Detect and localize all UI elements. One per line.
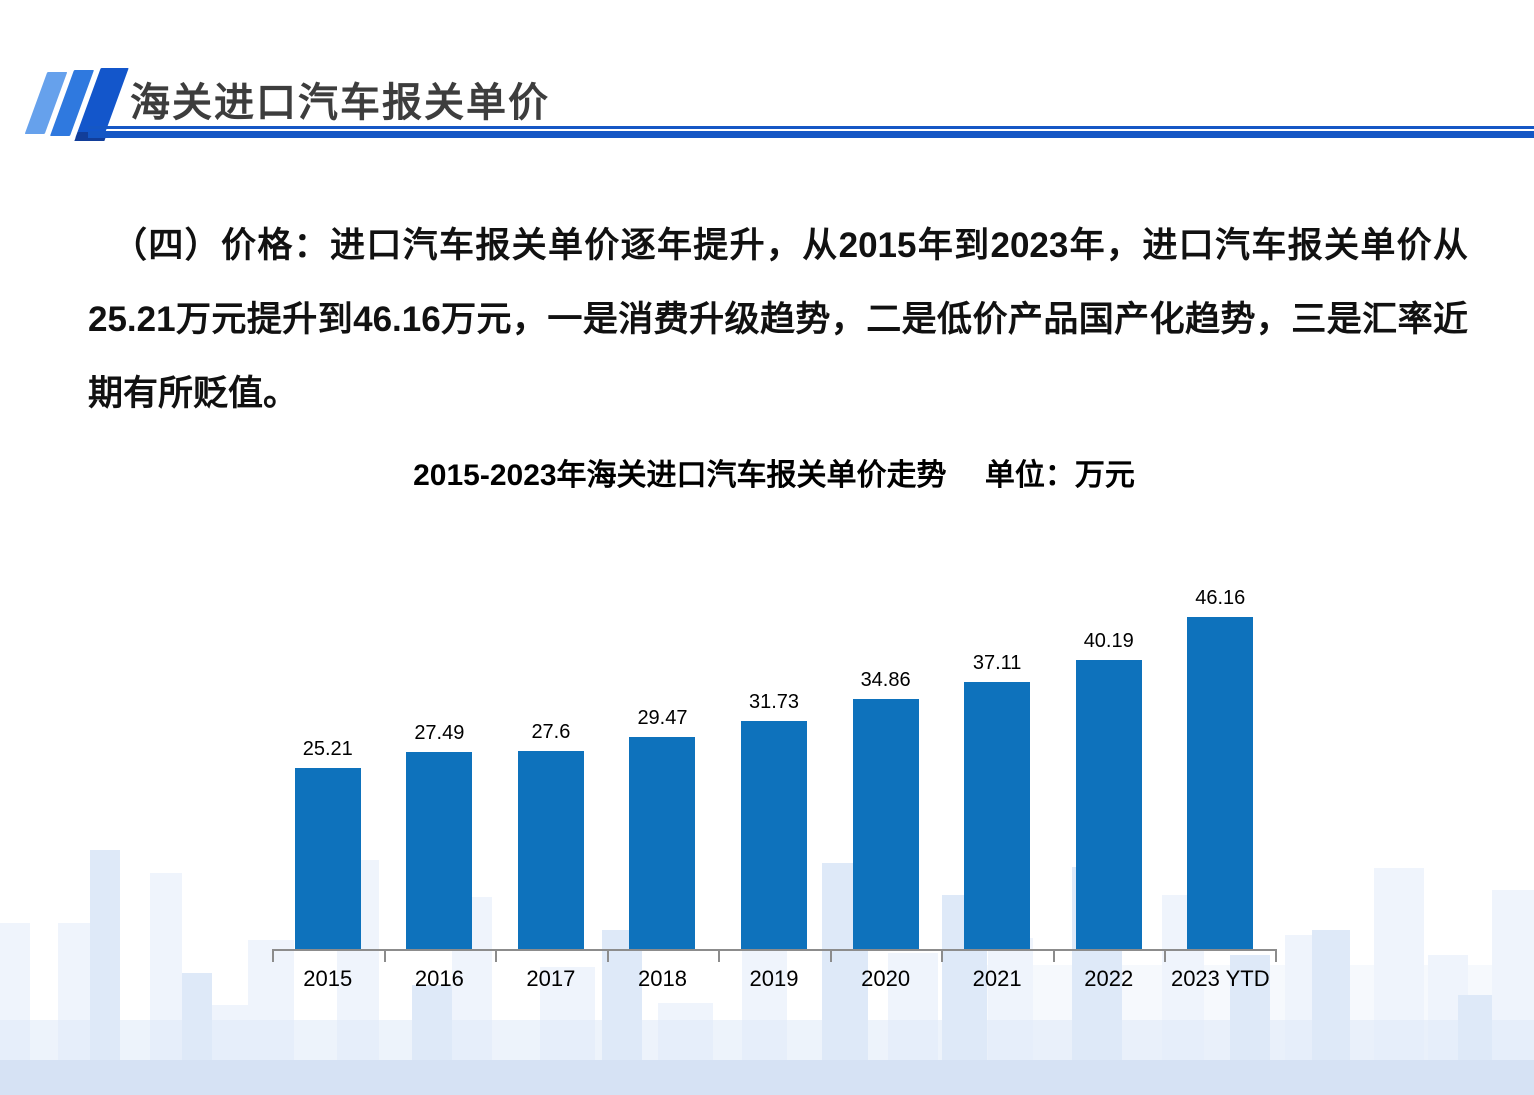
bar-value-label: 31.73 bbox=[749, 691, 800, 713]
x-axis-label: 2016 bbox=[414, 966, 464, 991]
bar-value-label: 40.19 bbox=[1083, 630, 1134, 652]
chart-title: 2015-2023年海关进口汽车报关单价走势 单位：万元 bbox=[272, 450, 1276, 494]
skyline-decoration bbox=[0, 850, 1534, 1095]
x-axis-tick bbox=[1275, 951, 1277, 962]
x-axis-tick bbox=[941, 951, 943, 962]
x-axis-label: 2017 bbox=[526, 966, 576, 991]
bar-group: 37.11 bbox=[941, 550, 1053, 950]
bar-group: 40.19 bbox=[1053, 550, 1165, 950]
bar bbox=[1187, 617, 1254, 950]
x-axis-tick bbox=[718, 951, 720, 962]
chart-title-text: 2015-2023年海关进口汽车报关单价走势 bbox=[413, 459, 947, 492]
bar-value-label: 27.49 bbox=[414, 722, 465, 744]
bar-value-label: 27.6 bbox=[531, 721, 571, 743]
bar-group: 31.73 bbox=[718, 550, 830, 950]
x-axis-tick bbox=[607, 951, 609, 962]
x-axis-label: 2018 bbox=[637, 966, 687, 991]
x-axis-label: 2021 bbox=[972, 966, 1022, 991]
bar-group: 27.49 bbox=[384, 550, 496, 950]
x-axis-label: 2022 bbox=[1084, 966, 1134, 991]
bar-value-label: 46.16 bbox=[1195, 587, 1246, 609]
logo bbox=[14, 68, 129, 141]
body-paragraph: （四）价格：进口汽车报关单价逐年提升，从2015年到2023年，进口汽车报关单价… bbox=[88, 226, 1468, 413]
bar bbox=[1075, 660, 1142, 950]
x-axis-line bbox=[272, 949, 1277, 951]
bar-group: 25.21 bbox=[272, 550, 384, 950]
bar-group: 29.47 bbox=[607, 550, 719, 950]
bar bbox=[629, 737, 696, 950]
bar-value-label: 25.21 bbox=[302, 738, 353, 760]
header-rule-thin bbox=[88, 126, 1534, 129]
x-axis-tick bbox=[830, 951, 832, 962]
plot-area: 25.21 27.49 27.6 29.47 31.73 34.86 37.11 40.19 4… bbox=[272, 550, 1276, 950]
bar-value-label: 37.11 bbox=[972, 652, 1022, 674]
x-axis-label: 2015 bbox=[303, 966, 353, 991]
header-rule-thick bbox=[88, 131, 1534, 138]
x-axis-label: 2020 bbox=[861, 966, 911, 991]
chart-unit-label: 单位：万元 bbox=[984, 459, 1135, 492]
bar-group: 46.16 bbox=[1165, 550, 1277, 950]
x-axis-tick bbox=[495, 951, 497, 962]
x-axis-label: 2019 bbox=[749, 966, 799, 991]
bar bbox=[517, 751, 584, 950]
bar bbox=[294, 768, 361, 950]
bar-group: 27.6 bbox=[495, 550, 607, 950]
x-axis-tick bbox=[272, 951, 274, 962]
x-axis-labels: 2015 2016 2017 2018 2019 2020 2021 2022 2023 YTD bbox=[272, 966, 1276, 992]
x-axis-tick bbox=[1164, 951, 1166, 962]
bar-group: 34.86 bbox=[830, 550, 942, 950]
x-axis-tick bbox=[384, 951, 386, 962]
bar bbox=[741, 721, 808, 950]
x-axis-label: 2023 YTD bbox=[1170, 966, 1270, 991]
bar bbox=[964, 682, 1031, 950]
x-axis-tick bbox=[1053, 951, 1055, 962]
bar-value-label: 29.47 bbox=[637, 707, 688, 729]
x-axis-ticks bbox=[272, 951, 1277, 963]
bar bbox=[852, 699, 919, 950]
bar bbox=[406, 752, 473, 950]
page-title: 海关进口汽车报关单价 bbox=[130, 81, 550, 125]
bar-value-label: 34.86 bbox=[860, 669, 911, 691]
